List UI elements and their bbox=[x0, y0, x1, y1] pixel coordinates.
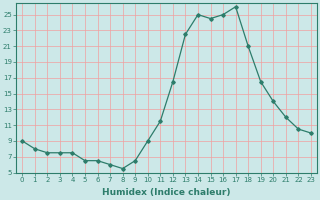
X-axis label: Humidex (Indice chaleur): Humidex (Indice chaleur) bbox=[102, 188, 231, 197]
